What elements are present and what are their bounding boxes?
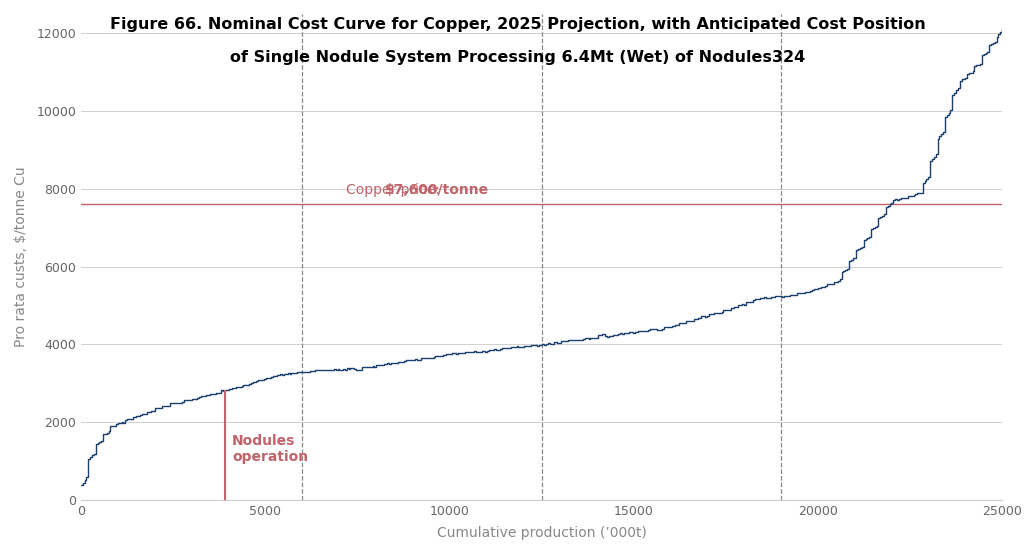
Text: $7,600/tonne: $7,600/tonne bbox=[385, 182, 489, 197]
Text: of Single Nodule System Processing 6.4Mt (Wet) of Nodules324: of Single Nodule System Processing 6.4Mt… bbox=[230, 50, 806, 65]
Text: Copper price:: Copper price: bbox=[346, 182, 444, 197]
Text: Nodules
operation: Nodules operation bbox=[232, 434, 308, 464]
Text: Figure 66. Nominal Cost Curve for Copper, 2025 Projection, with Anticipated Cost: Figure 66. Nominal Cost Curve for Copper… bbox=[110, 17, 926, 32]
X-axis label: Cumulative production (’000t): Cumulative production (’000t) bbox=[436, 526, 646, 540]
Y-axis label: Pro rata custs, $/tonne Cu: Pro rata custs, $/tonne Cu bbox=[13, 167, 28, 347]
